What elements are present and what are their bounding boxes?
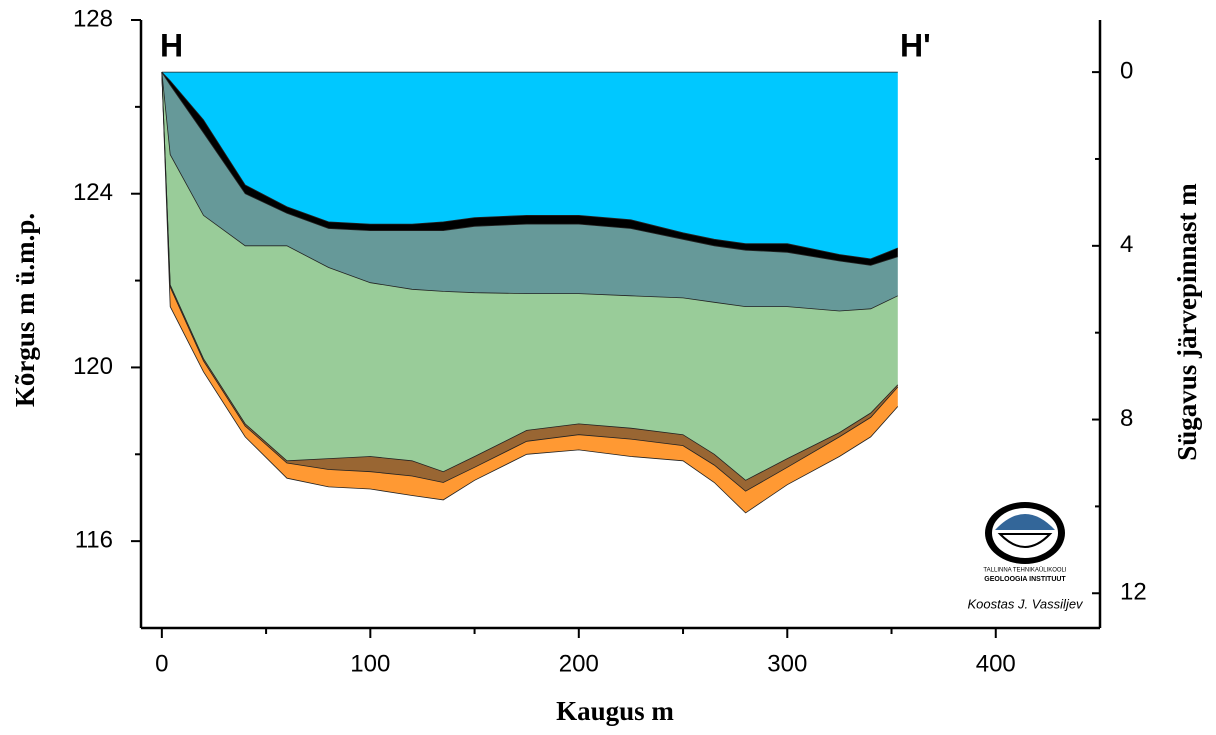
y2-axis-label: Sügavus järvepinnast m <box>1172 183 1202 461</box>
layer <box>161 72 898 259</box>
x-tick-label: 200 <box>559 650 599 677</box>
boundary-line <box>161 71 898 266</box>
logo-cap <box>995 514 1055 530</box>
y-tick-label: 120 <box>73 353 113 380</box>
author: Koostas J. Vassiljev <box>967 596 1084 611</box>
x-axis-label: Kaugus m <box>556 696 674 726</box>
x-tick-label: 0 <box>155 650 168 677</box>
logo-shell <box>997 533 1053 548</box>
y2-tick-label: 8 <box>1120 405 1133 432</box>
y-tick-label: 124 <box>73 179 113 206</box>
y-axis-label: Kõrgus m ü.m.p. <box>10 213 40 407</box>
y2-tick-label: 12 <box>1120 579 1147 606</box>
axes: 0 100 200 300 400 116 120 124 128 0 4 8 12 <box>73 5 1147 677</box>
boundary-line <box>161 72 899 492</box>
boundary-line <box>161 72 898 312</box>
section-end-label: H' <box>900 27 931 63</box>
logo-line1: TALLINNA TEHNIKAÜLIKOOLI <box>983 567 1066 574</box>
layer <box>161 72 898 311</box>
boundary-line <box>161 72 899 514</box>
section-start-label: H <box>160 27 183 63</box>
x-tick-label: 100 <box>350 650 390 677</box>
y2-tick-label: 0 <box>1120 57 1133 84</box>
boundary-line <box>161 71 898 260</box>
logo-line2: GEOLOOGIA INSTITUUT <box>984 576 1066 583</box>
y2-tick-label: 4 <box>1120 231 1133 258</box>
x-tick-label: 400 <box>976 650 1016 677</box>
layer <box>161 72 898 481</box>
logo: TALLINNA TEHNIKAÜLIKOOLI GEOLOOGIA INSTI… <box>983 502 1067 583</box>
boundary-line <box>161 72 899 481</box>
layers <box>161 71 899 514</box>
y-tick-label: 128 <box>73 5 113 32</box>
x-tick-label: 300 <box>767 650 807 677</box>
y-tick-label: 116 <box>75 526 113 553</box>
